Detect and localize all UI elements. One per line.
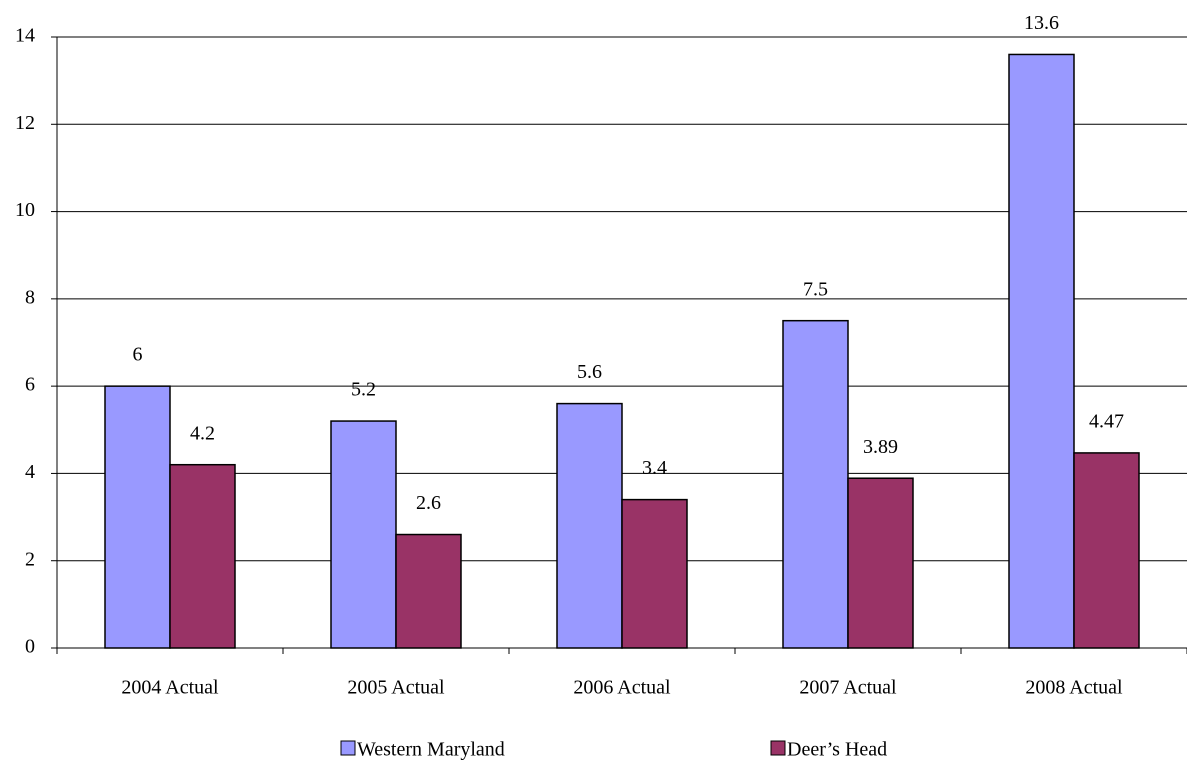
bar [1008, 53, 1075, 649]
y-tick-label: 8 [25, 286, 35, 308]
legend-label: Western Maryland [357, 739, 505, 761]
y-tick-label: 0 [25, 636, 35, 658]
y-tick-label: 12 [15, 112, 35, 134]
bar [782, 319, 849, 649]
x-tick-label: 2004 Actual [121, 677, 219, 699]
y-tick-label: 4 [25, 461, 35, 483]
y-tick-label: 6 [25, 374, 35, 396]
x-tick-label: 2008 Actual [1025, 677, 1123, 699]
bar [847, 477, 914, 649]
x-tick-label: 2005 Actual [347, 677, 445, 699]
value-label: 7.5 [803, 278, 828, 300]
value-label: 3.4 [642, 457, 667, 479]
y-tick-label: 14 [15, 25, 35, 47]
bar [330, 420, 397, 649]
bar [169, 463, 236, 649]
value-label: 4.2 [190, 422, 215, 444]
value-label: 6 [133, 344, 143, 366]
bar [621, 498, 688, 649]
bar [556, 402, 623, 649]
legend-swatch [770, 740, 786, 756]
y-tick-label: 10 [15, 199, 35, 221]
bar [395, 533, 462, 649]
value-label: 13.6 [1024, 12, 1059, 34]
legend-swatch [340, 740, 356, 756]
value-label: 4.47 [1089, 411, 1124, 433]
legend-label: Deer’s Head [787, 739, 887, 761]
value-label: 5.6 [577, 361, 602, 383]
bar [1073, 452, 1140, 649]
x-tick-label: 2006 Actual [573, 677, 671, 699]
value-label: 3.89 [863, 436, 898, 458]
bar [104, 385, 171, 649]
x-tick-label: 2007 Actual [799, 677, 897, 699]
value-label: 2.6 [416, 492, 441, 514]
value-label: 5.2 [351, 379, 376, 401]
y-tick-label: 2 [25, 548, 35, 570]
